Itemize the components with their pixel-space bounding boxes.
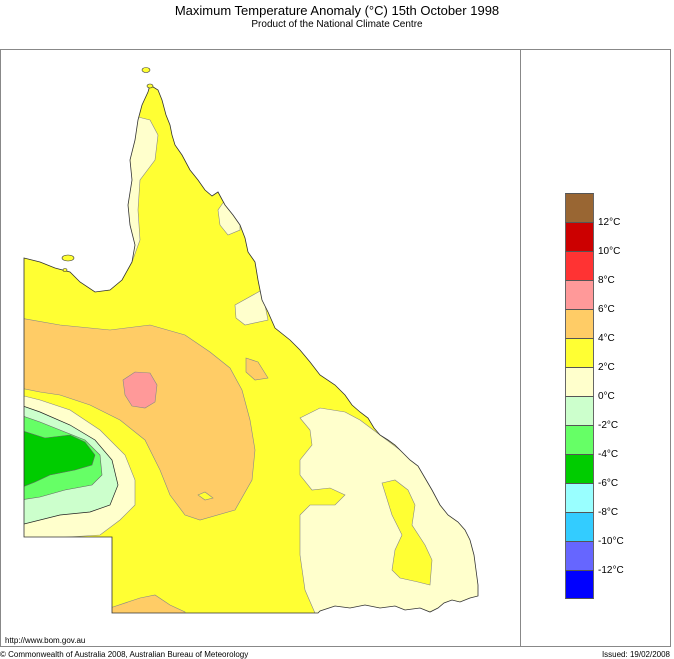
zone-0-to-2-coast-mid [234, 289, 269, 326]
legend-label: 6°C [598, 304, 615, 315]
zone-6-to-8 [122, 371, 158, 409]
legend-band-below-minus12 [565, 570, 594, 599]
zone-4-to-6-east-small [245, 357, 269, 381]
legend-band-minus6-minus4 [565, 454, 594, 483]
island [141, 67, 151, 73]
legend-band-minus2-0 [565, 396, 594, 425]
zone-4-to-6-south [109, 594, 186, 613]
legend-label: 8°C [598, 275, 615, 286]
zone-0-to-2-southeast [299, 407, 478, 613]
legend-label: -12°C [598, 565, 624, 576]
legend-band-6-8 [565, 280, 594, 309]
legend-label: 4°C [598, 333, 615, 344]
legend-band-minus12-minus10 [565, 541, 594, 570]
legend-band-10-12 [565, 222, 594, 251]
issued-date: Issued: 19/02/2008 [601, 650, 670, 659]
island [61, 254, 75, 262]
legend-label: -6°C [598, 478, 619, 489]
anomaly-map [23, 67, 479, 614]
legend-band-minus8-minus6 [565, 483, 594, 512]
zone-2-to-4-small-island [197, 491, 214, 501]
legend-band-minus10-minus8 [565, 512, 594, 541]
legend-label: 12°C [598, 217, 621, 228]
zone-4-to-6-central [24, 317, 256, 521]
island [62, 268, 68, 272]
legend-label: 2°C [598, 362, 615, 373]
legend-label: 10°C [598, 246, 621, 257]
map-subtitle: Product of the National Climate Centre [251, 19, 423, 30]
map-frame [0, 49, 671, 647]
legend-band-8-10 [565, 251, 594, 280]
state-outline [23, 84, 479, 614]
legend-band-minus4-minus2 [565, 425, 594, 454]
legend-label: -10°C [598, 536, 624, 547]
legend-label: -4°C [598, 449, 619, 460]
island [146, 83, 154, 89]
legend-band-2-4 [565, 338, 594, 367]
copyright-notice: © Commonwealth of Australia 2008, Austra… [0, 650, 249, 659]
map-title: Maximum Temperature Anomaly (°C) 15th Oc… [174, 3, 500, 18]
legend-band-4-6 [565, 309, 594, 338]
website-link[interactable]: http://www.bom.gov.au [5, 636, 86, 645]
zone-below-minus4 [24, 429, 96, 489]
legend-band-above-12 [565, 193, 594, 222]
zone-2-to-4-southeast-inner [381, 479, 433, 586]
legend-label: -2°C [598, 420, 619, 431]
color-legend [565, 193, 594, 599]
legend-label: 0°C [598, 391, 615, 402]
contour-fills [24, 85, 478, 613]
legend-divider [520, 49, 521, 647]
legend-label: -8°C [598, 507, 619, 518]
legend-band-0-2 [565, 367, 594, 396]
